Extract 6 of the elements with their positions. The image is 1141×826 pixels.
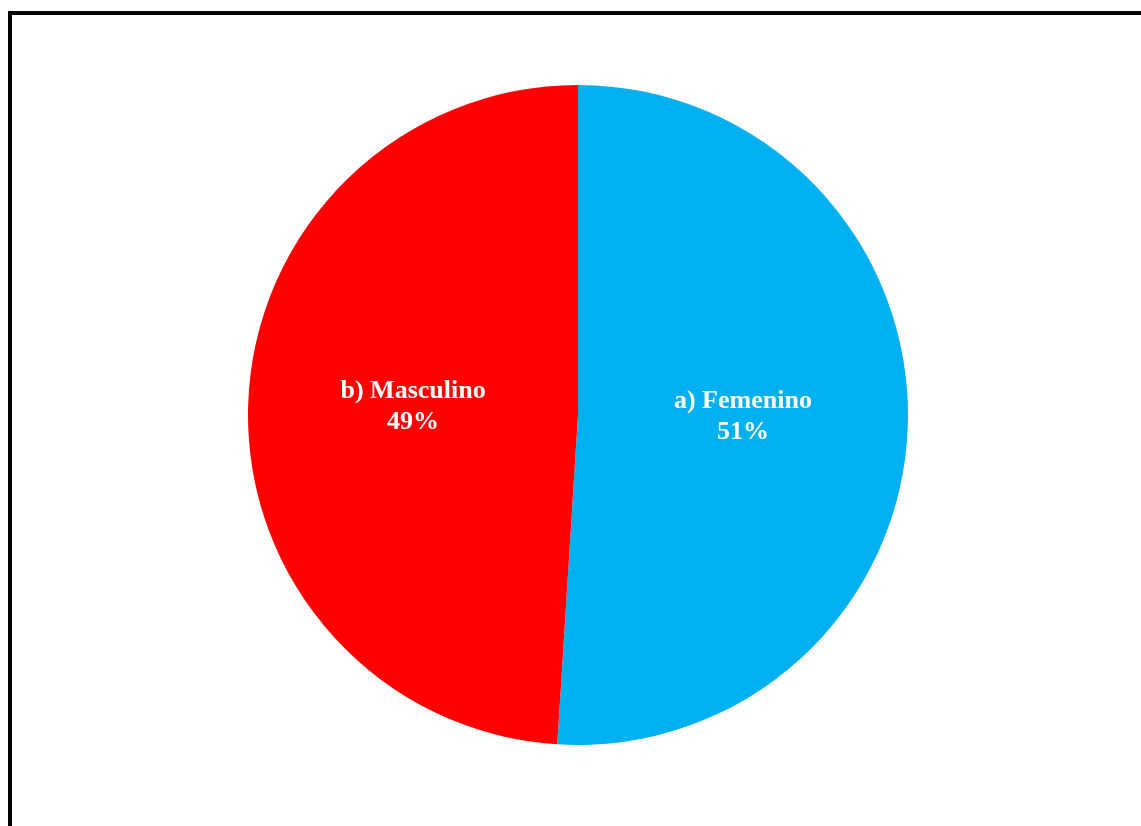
slice-label: b) Masculino: [340, 374, 486, 404]
pie-slice: [557, 85, 908, 745]
pie-slice: [248, 85, 578, 745]
data-label: 51%: [716, 416, 769, 446]
slice-label: a) Femenino: [673, 385, 812, 415]
data-label: 49%: [387, 406, 440, 436]
